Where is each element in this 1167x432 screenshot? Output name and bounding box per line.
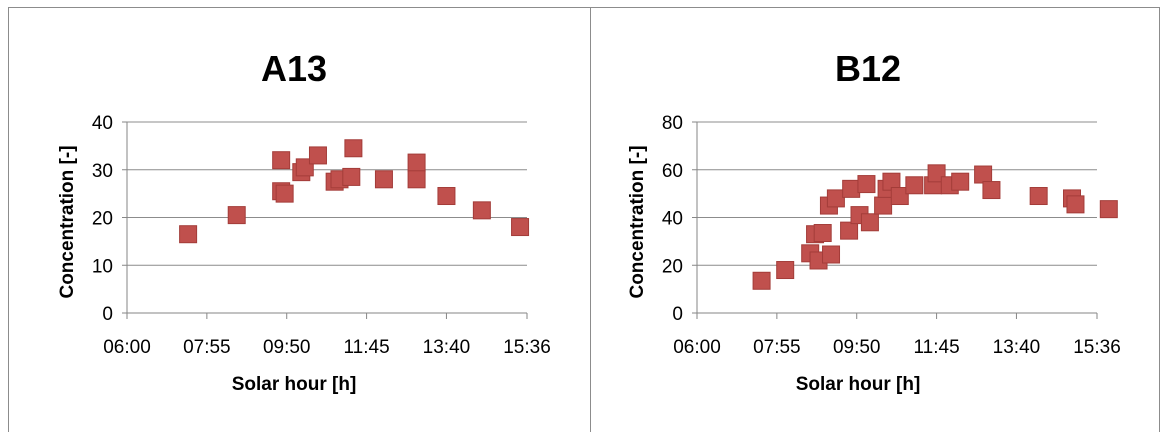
data-point-marker	[951, 172, 970, 191]
data-point-marker	[974, 165, 993, 184]
data-point-marker	[826, 189, 845, 208]
y-tick-label: 40	[662, 209, 683, 230]
data-point-marker	[344, 139, 363, 158]
chart-panel-a13: A13 0 10 20 30 40 06:00 07:55 09:50 11:45 13:40 1…	[8, 7, 591, 432]
data-point-marker	[472, 201, 491, 220]
data-point-marker	[407, 153, 426, 172]
data-point-marker	[776, 261, 795, 280]
y-tick-label: 80	[662, 113, 683, 134]
data-point-marker	[342, 167, 361, 186]
y-tick-label: 20	[92, 209, 113, 230]
chart-panel-b12: B12 0 20 40 60 80 06:00 07:55 09:50 11:45 13:40 1…	[590, 7, 1160, 432]
x-tick-labels: 06:00 07:55 09:50 11:45 13:40 15:36	[673, 337, 1121, 358]
data-point-marker	[813, 224, 832, 243]
data-point-marker	[1066, 195, 1085, 214]
data-point-marker	[275, 184, 294, 203]
chart-svg-a13: A13 0 10 20 30 40 06:00 07:55 09:50 11:45 13:40 1…	[57, 48, 551, 395]
data-point-marker	[227, 206, 246, 225]
y-tick-label: 0	[102, 304, 113, 325]
data-point-marker	[890, 187, 909, 206]
x-tick-label: 09:50	[263, 337, 311, 358]
y-axis-title: Concentration [-]	[627, 145, 648, 298]
y-tick-labels: 0 20 40 60 80	[662, 113, 683, 325]
x-tick-label: 06:00	[103, 337, 151, 358]
data-point-marker	[272, 151, 291, 170]
data-point-marker	[857, 175, 876, 194]
data-point-marker	[437, 187, 456, 206]
x-tick-label: 09:50	[833, 337, 881, 358]
x-axis-title: Solar hour [h]	[796, 374, 921, 395]
x-tick-labels: 06:00 07:55 09:50 11:45 13:40 15:36	[103, 337, 551, 358]
chart-title: B12	[835, 48, 901, 89]
x-tick-label: 15:36	[1073, 337, 1121, 358]
x-tick-label: 06:00	[673, 337, 721, 358]
data-point-marker	[374, 170, 393, 189]
y-tick-label: 40	[92, 113, 113, 134]
x-tick-label: 13:40	[423, 337, 471, 358]
data-point-marker	[511, 218, 530, 237]
data-point-marker	[407, 170, 426, 189]
data-point-marker	[822, 245, 841, 264]
y-tick-label: 30	[92, 161, 113, 182]
x-tick-label: 15:36	[503, 337, 551, 358]
y-tick-labels: 0 10 20 30 40	[92, 113, 113, 325]
x-axis-title: Solar hour [h]	[232, 374, 357, 395]
data-point-marker	[179, 225, 198, 244]
data-point-marker	[842, 179, 861, 198]
data-point-marker	[1099, 200, 1118, 219]
grid-lines	[122, 121, 528, 319]
data-point-marker	[308, 146, 327, 165]
grid-lines	[692, 121, 1098, 319]
data-point-marker	[840, 221, 859, 240]
y-axis-title: Concentration [-]	[57, 145, 78, 298]
data-point-marker	[752, 271, 771, 290]
x-tick-label: 13:40	[993, 337, 1041, 358]
chart-svg-b12: B12 0 20 40 60 80 06:00 07:55 09:50 11:45 13:40 1…	[627, 48, 1121, 395]
data-point-marker	[982, 181, 1001, 200]
data-point-marker	[1029, 187, 1048, 206]
x-tick-label: 11:45	[914, 337, 960, 358]
y-tick-label: 20	[662, 256, 683, 277]
x-tick-label: 07:55	[753, 337, 801, 358]
y-tick-label: 60	[662, 161, 683, 182]
y-tick-label: 10	[92, 256, 113, 277]
data-point-marker	[874, 196, 893, 215]
data-points	[752, 164, 1118, 290]
y-tick-label: 0	[672, 304, 683, 325]
x-tick-label: 07:55	[183, 337, 231, 358]
data-point-marker	[860, 213, 879, 232]
data-points	[179, 139, 530, 244]
chart-title: A13	[261, 48, 327, 89]
x-tick-label: 11:45	[344, 337, 390, 358]
data-point-marker	[905, 176, 924, 195]
